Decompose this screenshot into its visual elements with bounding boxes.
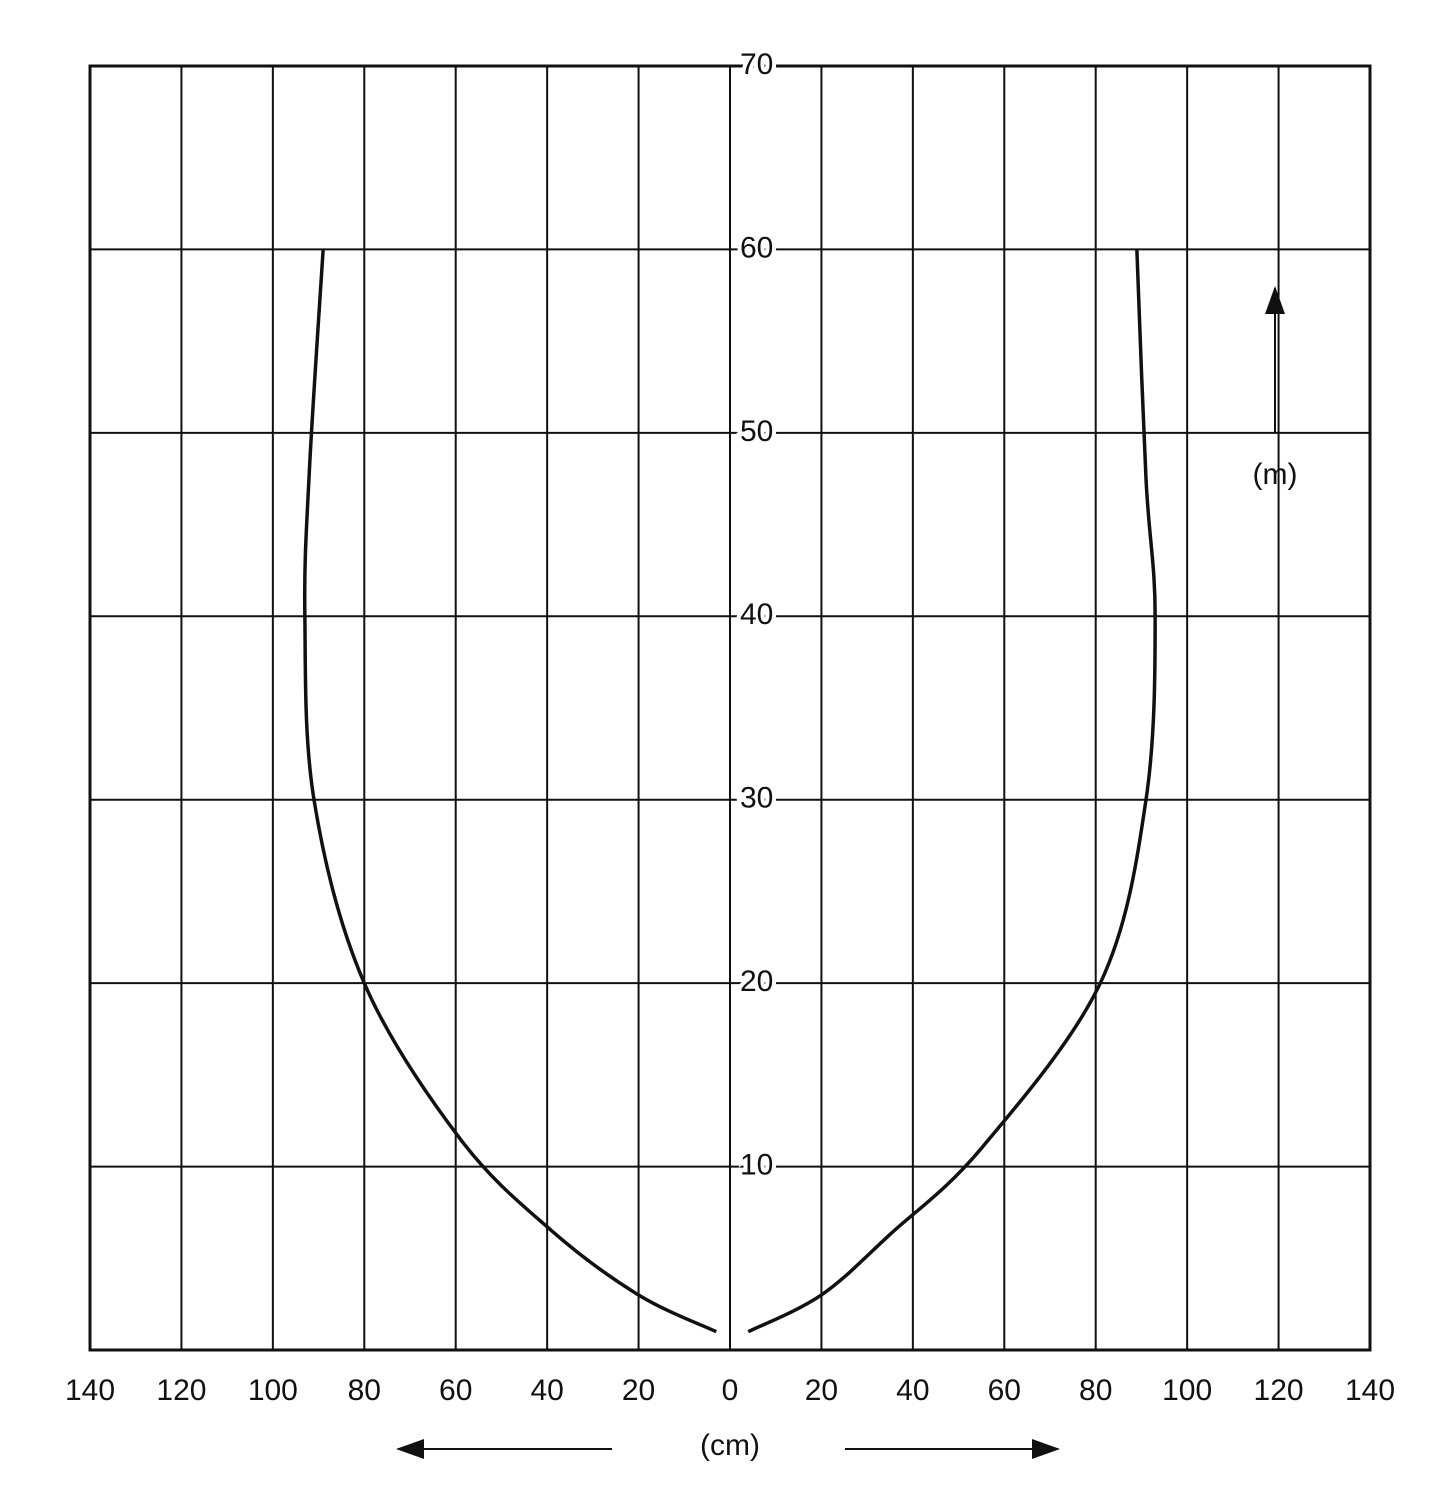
x-tick-label: 60 xyxy=(439,1374,472,1407)
y-tick-label: 30 xyxy=(740,782,773,815)
x-tick-label: 100 xyxy=(1162,1374,1212,1407)
x-tick-label: 0 xyxy=(722,1374,739,1407)
x-tick-label: 140 xyxy=(1345,1374,1395,1407)
x-tick-label: 80 xyxy=(1079,1374,1112,1407)
x-tick-label: 20 xyxy=(805,1374,838,1407)
y-tick-label: 60 xyxy=(740,231,773,264)
y-tick-label: 20 xyxy=(740,965,773,998)
x-axis-label: (cm) xyxy=(700,1429,760,1462)
y-tick-label: 10 xyxy=(740,1148,773,1181)
y-tick-label: 70 xyxy=(740,48,773,81)
y-tick-label: 40 xyxy=(740,598,773,631)
x-tick-label: 20 xyxy=(622,1374,655,1407)
x-tick-label: 120 xyxy=(1254,1374,1304,1407)
x-tick-label: 80 xyxy=(348,1374,381,1407)
beam-curve xyxy=(747,249,1157,1334)
x-tick-label: 40 xyxy=(530,1374,563,1407)
x-tick-label: 100 xyxy=(248,1374,298,1407)
y-tick-label: 50 xyxy=(740,415,773,448)
x-tick-label: 120 xyxy=(156,1374,206,1407)
x-tick-label: 40 xyxy=(896,1374,929,1407)
y-axis-label: (m) xyxy=(1253,458,1298,491)
x-tick-label: 140 xyxy=(65,1374,115,1407)
x-tick-label: 60 xyxy=(988,1374,1021,1407)
beam-curve xyxy=(302,249,718,1334)
